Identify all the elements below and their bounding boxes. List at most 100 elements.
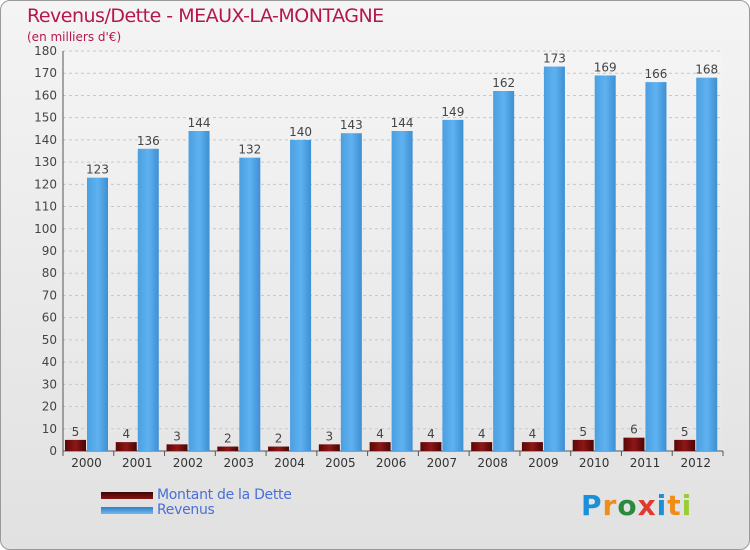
revenue-bar bbox=[391, 131, 413, 451]
y-tick-label: 170 bbox=[34, 66, 57, 80]
logo-letter: i bbox=[681, 489, 693, 522]
revenue-data-label: 143 bbox=[340, 118, 363, 132]
logo-letter: i bbox=[656, 489, 668, 522]
debt-data-label: 4 bbox=[478, 427, 486, 441]
y-tick-label: 20 bbox=[42, 400, 57, 414]
debt-data-label: 4 bbox=[122, 427, 130, 441]
y-tick-label: 160 bbox=[34, 88, 57, 102]
debt-bar bbox=[65, 439, 86, 451]
debt-data-label: 6 bbox=[630, 423, 638, 437]
x-tick-label: 2007 bbox=[427, 456, 458, 470]
revenue-bar bbox=[696, 77, 718, 452]
chart-subtitle: (en milliers d'€) bbox=[27, 30, 122, 44]
debt-bar bbox=[674, 439, 696, 451]
debt-data-label: 2 bbox=[275, 432, 283, 446]
debt-bar bbox=[471, 442, 493, 451]
x-tick-label: 2002 bbox=[173, 456, 204, 470]
debt-bar bbox=[318, 444, 340, 451]
x-tick-label: 2005 bbox=[325, 456, 356, 470]
y-tick-label: 130 bbox=[34, 155, 57, 169]
revenue-data-label: 169 bbox=[594, 60, 617, 74]
debt-data-label: 5 bbox=[681, 425, 689, 439]
debt-bar bbox=[420, 442, 442, 451]
legend-swatch-revenus bbox=[101, 507, 153, 514]
debt-data-label: 2 bbox=[224, 432, 232, 446]
revenue-bar bbox=[543, 66, 565, 452]
debt-data-label: 5 bbox=[72, 425, 80, 439]
debt-bar bbox=[369, 442, 391, 451]
revenue-bar bbox=[137, 148, 159, 451]
proxiti-logo: Proxiti bbox=[581, 489, 692, 522]
revenue-bar bbox=[645, 82, 667, 451]
legend-label-dette: Montant de la Dette bbox=[157, 487, 292, 503]
y-tick-label: 120 bbox=[34, 177, 57, 191]
revenue-bar bbox=[594, 75, 616, 451]
logo-letter: t bbox=[667, 489, 682, 522]
y-tick-label: 100 bbox=[34, 222, 57, 236]
revenue-bar bbox=[442, 119, 464, 451]
debt-data-label: 5 bbox=[579, 425, 587, 439]
x-tick-label: 2004 bbox=[274, 456, 305, 470]
revenue-data-label: 168 bbox=[695, 63, 718, 77]
revenue-data-label: 162 bbox=[492, 76, 515, 90]
debt-data-label: 3 bbox=[326, 429, 334, 443]
revenue-bar bbox=[340, 133, 362, 451]
debt-data-label: 4 bbox=[529, 427, 537, 441]
debt-bar bbox=[572, 439, 594, 451]
x-tick-label: 2001 bbox=[122, 456, 153, 470]
y-tick-label: 0 bbox=[49, 444, 57, 458]
debt-bar bbox=[268, 446, 290, 451]
revenue-data-label: 140 bbox=[289, 125, 312, 139]
debt-bar bbox=[115, 442, 137, 451]
revenue-bar bbox=[493, 91, 515, 451]
revenue-data-label: 123 bbox=[86, 163, 109, 177]
revenue-data-label: 144 bbox=[391, 116, 414, 130]
x-tick-label: 2009 bbox=[528, 456, 559, 470]
logo-letter: P bbox=[581, 489, 603, 522]
y-tick-label: 110 bbox=[34, 200, 57, 214]
debt-data-label: 4 bbox=[376, 427, 384, 441]
debt-bar bbox=[623, 437, 645, 451]
x-tick-label: 2010 bbox=[579, 456, 610, 470]
y-tick-label: 70 bbox=[42, 288, 57, 302]
y-tick-label: 40 bbox=[42, 355, 57, 369]
x-tick-label: 2012 bbox=[680, 456, 711, 470]
y-tick-label: 90 bbox=[42, 244, 57, 258]
chart-title: Revenus/Dette - MEAUX-LA-MONTAGNE bbox=[27, 5, 384, 27]
x-tick-label: 2011 bbox=[630, 456, 661, 470]
y-tick-label: 150 bbox=[34, 111, 57, 125]
revenue-data-label: 132 bbox=[238, 143, 261, 157]
revenue-bar bbox=[87, 177, 108, 451]
revenue-bar bbox=[239, 157, 261, 451]
legend-swatch-dette bbox=[101, 492, 153, 499]
debt-data-label: 3 bbox=[173, 429, 181, 443]
revenue-data-label: 173 bbox=[543, 52, 566, 66]
logo-letter: o bbox=[617, 489, 638, 522]
x-tick-label: 2008 bbox=[477, 456, 508, 470]
logo-letter: x bbox=[637, 489, 657, 522]
debt-bar bbox=[521, 442, 543, 451]
y-tick-label: 50 bbox=[42, 333, 57, 347]
revenue-data-label: 144 bbox=[188, 116, 211, 130]
y-tick-label: 180 bbox=[34, 44, 57, 58]
revenue-data-label: 136 bbox=[137, 134, 160, 148]
y-tick-label: 140 bbox=[34, 133, 57, 147]
x-tick-label: 2000 bbox=[71, 456, 102, 470]
debt-bar bbox=[217, 446, 239, 451]
y-tick-label: 80 bbox=[42, 266, 57, 280]
y-tick-label: 60 bbox=[42, 311, 57, 325]
legend-label-revenus: Revenus bbox=[157, 502, 215, 518]
debt-bar bbox=[166, 444, 188, 451]
revenue-data-label: 149 bbox=[441, 105, 464, 119]
logo-letter: r bbox=[602, 489, 618, 522]
x-tick-label: 2003 bbox=[224, 456, 255, 470]
x-tick-label: 2006 bbox=[376, 456, 407, 470]
y-tick-label: 10 bbox=[42, 422, 57, 436]
revenue-bar bbox=[188, 131, 210, 451]
revenue-bar bbox=[290, 139, 312, 451]
debt-data-label: 4 bbox=[427, 427, 435, 441]
revenue-data-label: 166 bbox=[645, 67, 668, 81]
y-tick-label: 30 bbox=[42, 377, 57, 391]
